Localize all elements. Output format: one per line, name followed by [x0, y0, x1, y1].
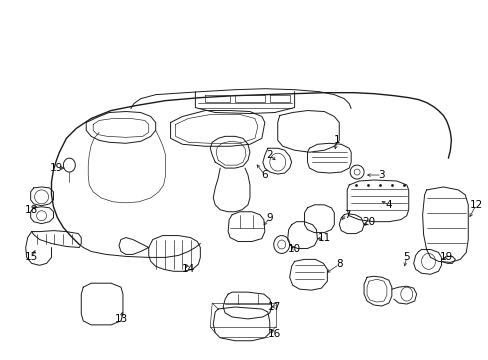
Text: 19: 19 — [50, 163, 63, 173]
Text: 4: 4 — [385, 200, 391, 210]
Text: 20: 20 — [362, 217, 375, 227]
Text: 9: 9 — [266, 213, 273, 223]
Text: 6: 6 — [261, 170, 267, 180]
Text: 14: 14 — [182, 264, 195, 274]
Text: 16: 16 — [267, 329, 281, 339]
Text: 8: 8 — [335, 259, 342, 269]
Text: 15: 15 — [25, 252, 38, 262]
Text: 5: 5 — [403, 252, 409, 262]
Text: 7: 7 — [343, 210, 350, 220]
Text: 11: 11 — [317, 233, 330, 243]
Text: 13: 13 — [114, 314, 127, 324]
Text: 3: 3 — [378, 170, 385, 180]
Text: 12: 12 — [468, 200, 482, 210]
Text: 2: 2 — [266, 150, 273, 160]
Text: 1: 1 — [333, 135, 340, 145]
Text: 10: 10 — [287, 244, 301, 255]
Text: 19: 19 — [439, 252, 452, 262]
Text: 18: 18 — [25, 205, 38, 215]
Text: 17: 17 — [267, 302, 281, 312]
